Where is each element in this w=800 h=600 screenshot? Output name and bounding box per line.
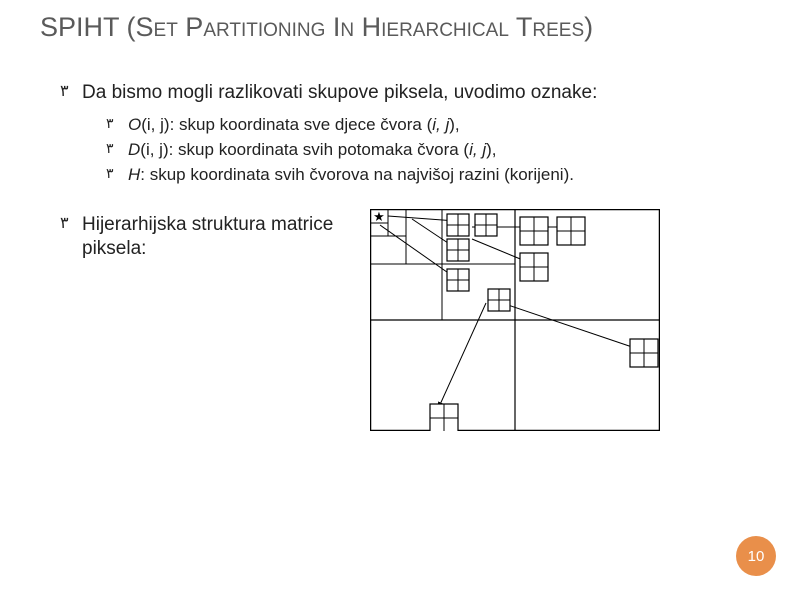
hierarchy-diagram: ★ <box>370 209 660 431</box>
sub1-ij: i, j <box>432 115 449 134</box>
title-suffix: ) <box>584 12 593 42</box>
sub2-text: : skup koordinata svih potomaka čvora ( <box>169 140 469 159</box>
bullet-main-1-text: Da bismo mogli razlikovati skupove pikse… <box>82 81 760 106</box>
page-number-badge: 10 <box>736 536 776 576</box>
bullet-main-1: ٣ Da bismo mogli razlikovati skupove pik… <box>60 81 760 106</box>
sub1-args: (i, j) <box>141 115 169 134</box>
bullet-glyph: ٣ <box>106 114 128 137</box>
sub2-args: (i, j) <box>140 140 168 159</box>
sub-bullet-1: ٣ O(i, j): skup koordinata sve djece čvo… <box>106 114 760 137</box>
bullet-glyph: ٣ <box>106 164 128 187</box>
slide-content: ٣ Da bismo mogli razlikovati skupove pik… <box>0 51 800 431</box>
sub1-text: : skup koordinata sve djece čvora ( <box>170 115 433 134</box>
title-prefix: SPIHT ( <box>40 12 136 42</box>
sub3-label: H <box>128 165 140 184</box>
sub1-tail: ), <box>449 115 459 134</box>
diagram-svg: ★ <box>370 209 660 431</box>
sub3-text: : skup koordinata svih čvorova na najviš… <box>140 165 574 184</box>
sub-bullet-2: ٣ D(i, j): skup koordinata svih potomaka… <box>106 139 760 162</box>
sub-bullet-3: ٣ H: skup koordinata svih čvorova na naj… <box>106 164 760 187</box>
sub2-ij: i, j <box>469 140 486 159</box>
title-smallcaps: Set Partitioning In Hierarchical Trees <box>136 12 585 42</box>
sub-bullet-list: ٣ O(i, j): skup koordinata sve djece čvo… <box>106 114 760 187</box>
second-block: ٣ Hijerarhijska struktura matrice piksel… <box>60 213 760 431</box>
svg-text:★: ★ <box>373 209 385 224</box>
slide-title: SPIHT (Set Partitioning In Hierarchical … <box>0 0 800 51</box>
sub1-label: O <box>128 115 141 134</box>
bullet-glyph: ٣ <box>60 213 82 262</box>
bullet-glyph: ٣ <box>106 139 128 162</box>
bullet-main-2-text: Hijerarhijska struktura matrice piksela: <box>82 213 360 262</box>
page-number: 10 <box>748 548 765 565</box>
sub2-tail: ), <box>486 140 496 159</box>
sub2-label: D <box>128 140 140 159</box>
bullet-glyph: ٣ <box>60 81 82 106</box>
